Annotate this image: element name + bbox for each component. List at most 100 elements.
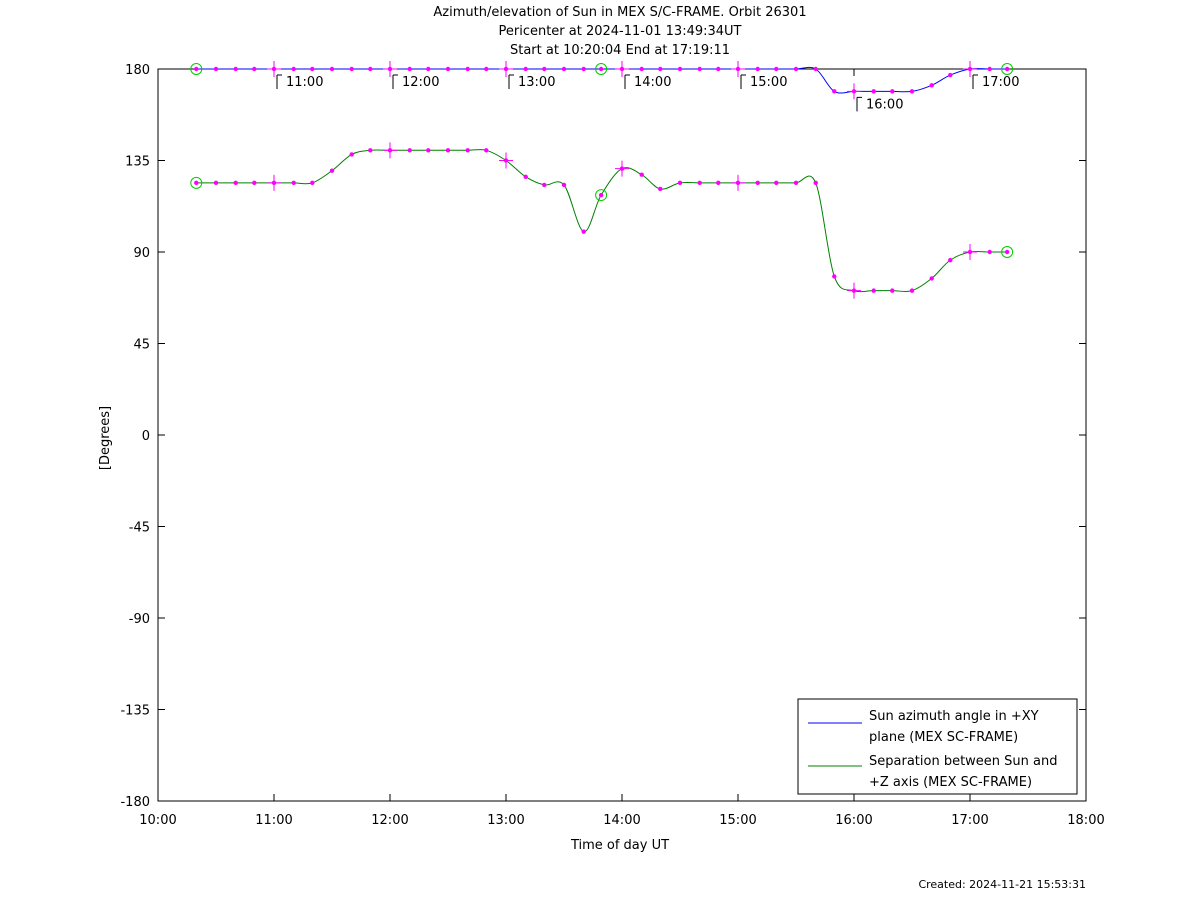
data-point: [598, 192, 604, 198]
x-tick-label: 14:00: [603, 813, 640, 828]
data-point: [426, 66, 431, 72]
hour-label: 17:00: [982, 75, 1019, 90]
hour-label: 12:00: [402, 75, 439, 90]
data-point: [871, 89, 876, 94]
data-point: [194, 66, 199, 72]
data-point: [658, 66, 663, 72]
data-point: [194, 180, 199, 186]
data-point: [213, 180, 219, 186]
data-point: [793, 66, 799, 72]
data-point: [213, 66, 219, 72]
data-point: [542, 182, 547, 188]
data-point: [252, 66, 257, 72]
data-point: [368, 66, 373, 72]
data-point: [755, 180, 760, 186]
hour-label: 11:00: [286, 75, 323, 90]
data-point: [793, 180, 799, 186]
data-point: [561, 66, 567, 72]
data-point: [445, 148, 451, 153]
legend: Sun azimuth angle in +XY plane (MEX SC-F…: [797, 698, 1078, 795]
data-point: [581, 66, 586, 72]
chart-subtitle-start-end: Start at 10:20:04 End at 17:19:11: [509, 43, 731, 58]
hour-label: 15:00: [750, 75, 787, 90]
y-tick-label: -135: [120, 704, 150, 719]
marker-layer: [194, 66, 1010, 293]
hour-label: 14:00: [634, 75, 671, 90]
data-point: [523, 66, 528, 72]
x-tick-label: 12:00: [371, 813, 408, 828]
chart-title: Azimuth/elevation of Sun in MEX S/C-FRAM…: [433, 5, 807, 20]
data-point: [755, 66, 760, 72]
data-point: [252, 180, 257, 186]
plot-frame: [157, 68, 1087, 802]
data-point: [871, 288, 876, 293]
x-tick-label: 10:00: [139, 813, 176, 828]
y-tick-label: -45: [129, 521, 150, 536]
x-tick-label: 16:00: [835, 813, 872, 828]
data-point: [677, 180, 683, 186]
legend-label-azimuth-line1: Sun azimuth angle in +XY: [869, 709, 1039, 724]
data-point: [581, 229, 586, 234]
data-point: [697, 66, 702, 72]
data-point: [407, 66, 412, 72]
data-point: [774, 180, 779, 186]
data-point: [813, 180, 818, 186]
data-point: [716, 66, 721, 72]
data-point: [310, 180, 315, 186]
data-point: [929, 276, 934, 281]
data-point: [832, 89, 837, 94]
event-circle: [595, 189, 608, 202]
data-point: [987, 66, 992, 72]
data-point: [948, 72, 953, 78]
data-point: [813, 66, 818, 72]
hour-label: 16:00: [866, 97, 903, 112]
data-point: [349, 66, 354, 72]
data-point: [291, 180, 296, 186]
x-tick-label: 18:00: [1067, 813, 1104, 828]
series-line-1: [196, 149, 1008, 293]
x-tick-label: 15:00: [719, 813, 756, 828]
data-point: [484, 148, 489, 153]
data-point: [639, 172, 644, 177]
y-tick-label: 90: [133, 246, 150, 261]
data-point: [484, 66, 489, 72]
legend-box: [797, 698, 1078, 795]
data-point: [890, 89, 895, 94]
event-circle: [1001, 63, 1014, 75]
data-point: [523, 174, 528, 179]
event-circle: [595, 63, 608, 75]
data-point: [407, 148, 412, 153]
data-point: [987, 249, 992, 255]
data-point: [542, 66, 547, 72]
y-tick-label: 180: [125, 63, 150, 78]
data-point: [233, 180, 238, 186]
legend-label-separation-line1: Separation between Sun and: [869, 754, 1057, 769]
data-point: [465, 148, 470, 153]
data-point: [349, 152, 354, 157]
y-axis-label: [Degrees]: [98, 406, 113, 470]
data-point: [909, 89, 915, 94]
data-point: [697, 180, 702, 186]
data-point: [677, 66, 683, 72]
y-tick-label: -90: [129, 612, 150, 627]
x-tick-label: 17:00: [951, 813, 988, 828]
data-point: [445, 66, 451, 72]
data-point: [948, 257, 953, 263]
data-point: [465, 66, 470, 72]
y-tick-label: 135: [125, 155, 150, 170]
plot-border: [157, 68, 1087, 802]
hour-label: 13:00: [518, 75, 555, 90]
axis-ticks: 10:00 11:00 12:00 13:00 14:00 15:00 16:00 17:00…: [120, 63, 1104, 828]
data-point: [909, 288, 915, 293]
x-tick-label: 13:00: [487, 813, 524, 828]
x-axis-label: Time of day UT: [570, 838, 669, 853]
data-point: [1004, 249, 1010, 255]
data-point: [639, 66, 644, 72]
y-tick-label: 0: [142, 429, 150, 444]
data-point: [329, 168, 335, 173]
event-circle: [1001, 246, 1014, 258]
data-point: [368, 148, 373, 153]
data-point: [233, 66, 238, 72]
data-point: [1004, 66, 1010, 72]
data-point: [658, 186, 663, 192]
